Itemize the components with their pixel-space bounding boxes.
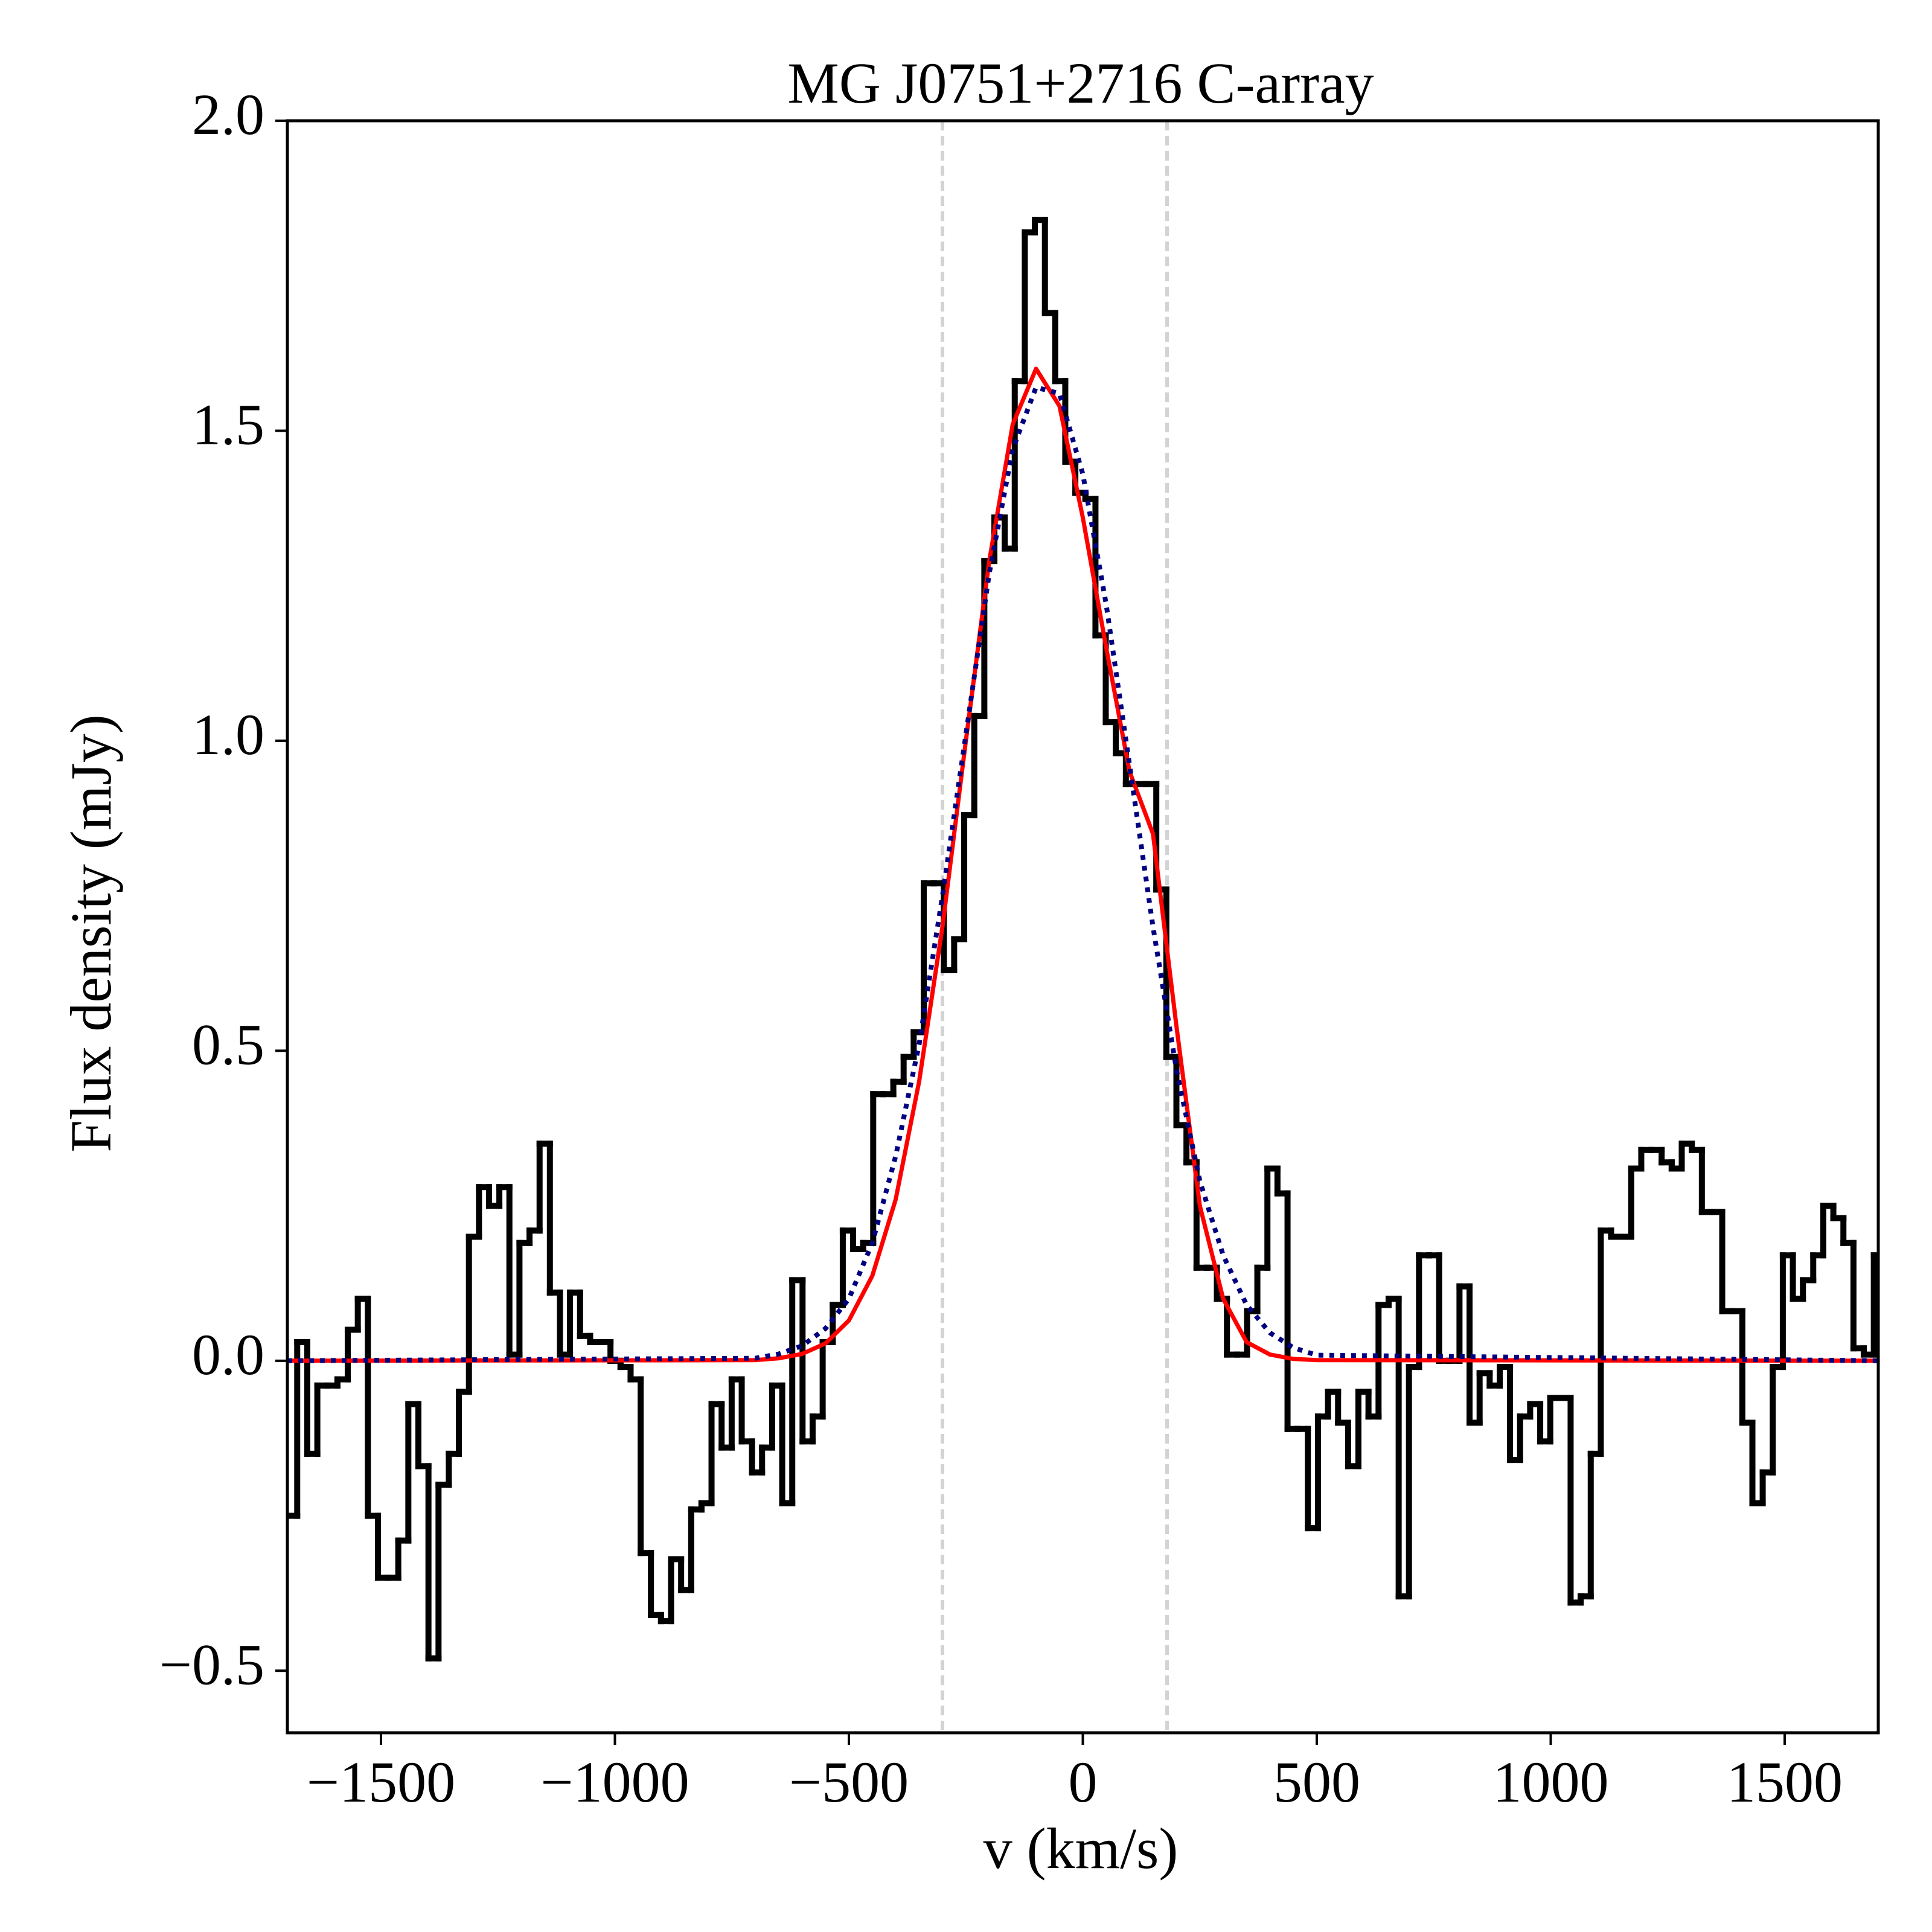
y-tick-label: 1.0 [192, 702, 264, 767]
y-tick-label: 0.5 [192, 1012, 264, 1076]
plot-area [287, 121, 1878, 1733]
y-tick-label: 2.0 [192, 82, 264, 147]
x-tick-label: −1500 [307, 1750, 455, 1814]
model-fit [287, 366, 1878, 1363]
y-tick-label: 0.0 [192, 1322, 264, 1387]
x-tick-label: 0 [1069, 1750, 1098, 1814]
x-tick-label: 1500 [1727, 1750, 1843, 1814]
x-tick-label: −500 [789, 1750, 909, 1814]
x-axis-label: v (km/s) [984, 1816, 1179, 1881]
chart-title: MG J0751+2716 C-array [787, 51, 1374, 115]
model-fit-dotted [287, 385, 1878, 1363]
x-tick-label: 500 [1273, 1750, 1360, 1814]
y-tick-label: −0.5 [159, 1632, 264, 1697]
y-tick-label: 1.5 [192, 392, 264, 456]
x-tick-label: 1000 [1493, 1750, 1609, 1814]
axes-frame [286, 119, 1880, 1735]
x-tick-label: −1000 [540, 1750, 689, 1814]
y-axis-label: Flux density (mJy) [59, 714, 123, 1152]
